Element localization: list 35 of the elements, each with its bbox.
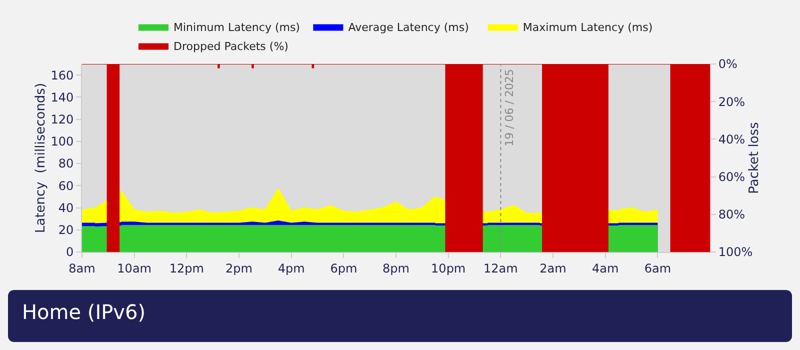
y-tick-label: 140 xyxy=(50,90,74,104)
x-tick-label: 2pm xyxy=(226,261,252,276)
y-tick-label: 160 xyxy=(50,68,74,82)
x-tick-label: 6pm xyxy=(330,261,358,276)
x-tick-label: 4pm xyxy=(278,261,305,276)
x-tick-label: 6am xyxy=(644,261,672,276)
x-tick-label: 10pm xyxy=(431,261,466,276)
x-tick-label: 2am xyxy=(540,261,566,276)
y-tick-label: 80 xyxy=(58,156,74,171)
y-axis-title: Latency (milliseconds) xyxy=(34,82,49,234)
x-tick-label: 10am xyxy=(117,261,152,276)
x-tick-label: 12am xyxy=(484,261,518,276)
y-tick-label: 100 xyxy=(50,134,74,149)
y-tick-label: 60 xyxy=(58,178,74,193)
y2-tick-label: 0% xyxy=(718,57,738,72)
y2-tick-label: 40% xyxy=(718,132,746,146)
y2-tick-label: 80% xyxy=(718,208,746,222)
legend-label: Minimum Latency (ms) xyxy=(174,21,300,34)
text: Home (IPv6) xyxy=(22,300,146,324)
y-tick-label: 120 xyxy=(50,112,74,126)
y2-axis-title: Packet loss xyxy=(747,122,762,194)
legend-label: Dropped Packets (%) xyxy=(174,40,288,54)
legend-label: Maximum Latency (ms) xyxy=(522,21,653,34)
y-tick-label: 40 xyxy=(58,200,74,215)
y2-tick-label: 100% xyxy=(718,245,753,260)
y2-tick-label: 20% xyxy=(718,94,746,109)
y-tick-label: 20 xyxy=(58,223,74,238)
x-tick-label: 8pm xyxy=(382,261,410,276)
x-tick-label: 12pm xyxy=(169,261,204,276)
legend-label: Average Latency (ms) xyxy=(348,21,469,34)
ref-line-label: 19 / 06 / 2025 xyxy=(502,69,516,146)
y-tick-label: 0 xyxy=(66,245,74,260)
x-tick-label: 8am xyxy=(68,261,96,276)
y2-tick-label: 60% xyxy=(718,170,746,184)
x-tick-label: 4am xyxy=(592,261,619,276)
